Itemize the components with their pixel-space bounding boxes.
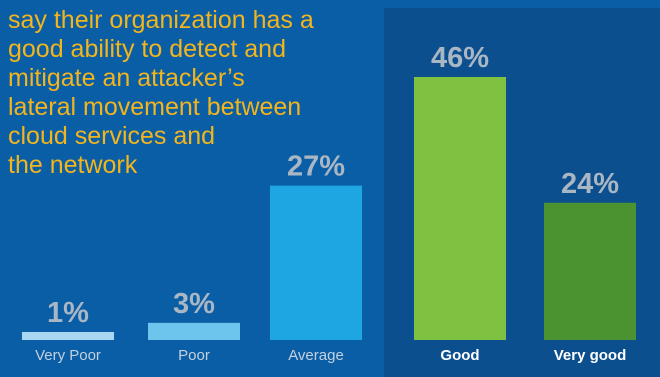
bar-good: [414, 77, 506, 340]
category-label-average: Average: [288, 347, 344, 364]
headline: say their organization has a good abilit…: [8, 6, 368, 180]
headline-line-6: the network: [8, 151, 138, 179]
category-label-good: Good: [440, 347, 479, 364]
headline-line-2: good ability to detect and: [8, 35, 286, 63]
headline-line-3: mitigate an attacker’s: [8, 64, 245, 92]
bar-very-poor: [22, 332, 114, 340]
headline-line-5: cloud services and: [8, 122, 216, 150]
bar-very-good: [544, 202, 636, 340]
value-label-very-good: 24%: [561, 168, 619, 200]
headline-line-4: lateral movement between: [8, 93, 302, 121]
bar-poor: [148, 322, 240, 340]
category-label-very-good: Very good: [554, 347, 627, 364]
value-label-average: 27%: [287, 151, 345, 183]
category-label-very-poor: Very Poor: [35, 347, 101, 364]
value-label-good: 46%: [431, 42, 489, 74]
headline-line-1: say their organization has a: [8, 6, 314, 34]
category-label-poor: Poor: [178, 347, 210, 364]
bar-average: [270, 185, 362, 340]
value-label-poor: 3%: [173, 288, 215, 320]
value-label-very-poor: 1%: [47, 297, 89, 329]
